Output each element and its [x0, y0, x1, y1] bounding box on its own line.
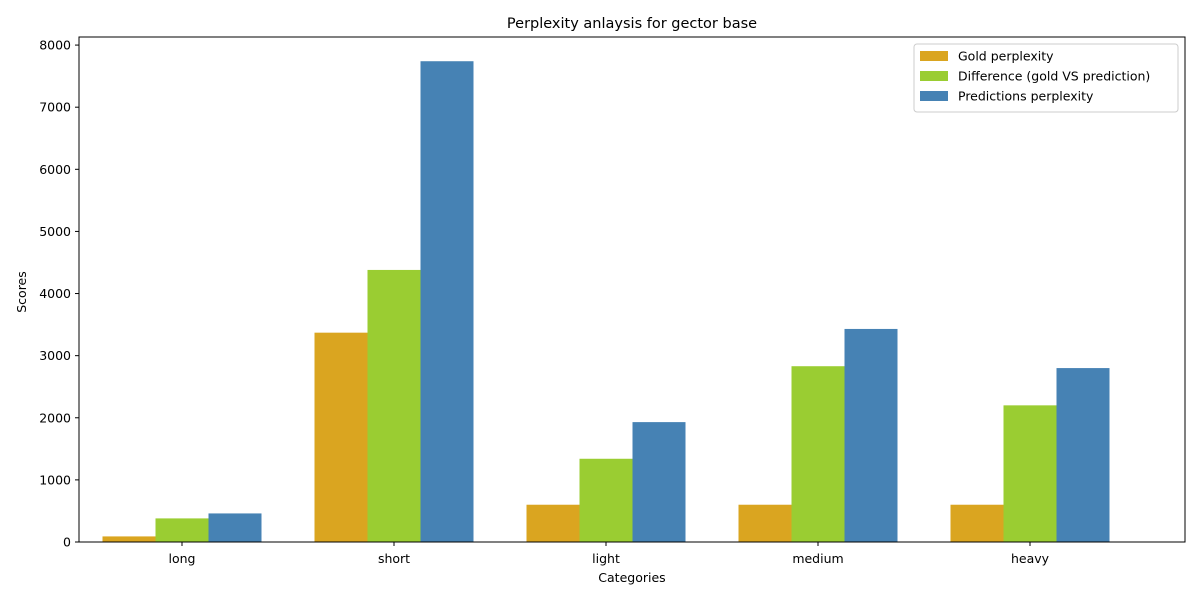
y-axis-label: Scores [14, 271, 29, 313]
y-tick-label: 0 [63, 535, 71, 550]
legend: Gold perplexity Difference (gold VS predi… [913, 43, 1179, 113]
x-tick-label-heavy: heavy [1011, 551, 1050, 566]
y-tick-label: 1000 [39, 472, 71, 487]
legend-label-gold-perplexity: Gold perplexity [958, 49, 1054, 64]
bar-gold-perplexity-short [314, 332, 368, 542]
bars-layer [102, 61, 1110, 542]
legend-box [913, 43, 1179, 113]
bar-difference-gold-vs-prediction-heavy [1003, 405, 1057, 542]
plot-frame [78, 36, 1186, 543]
bar-difference-gold-vs-prediction-light [579, 458, 633, 542]
bar-predictions-perplexity-heavy [1056, 368, 1110, 542]
chart-title: Perplexity anlaysis for gector base [507, 16, 757, 32]
y-tick-label: 6000 [39, 162, 71, 177]
legend-swatch-gold-perplexity [920, 51, 948, 61]
bar-difference-gold-vs-prediction-long [155, 518, 209, 542]
x-axis-label: Categories [598, 570, 665, 585]
bar-gold-perplexity-medium [738, 504, 792, 542]
axes-layer: 0 1000 2000 3000 4000 5000 6000 7000 8000 long sho… [39, 36, 1186, 566]
bar-gold-perplexity-light [526, 504, 580, 542]
x-tick-label-long: long [169, 551, 196, 566]
legend-swatch-predictions-perplexity [920, 91, 948, 101]
y-tick-label: 7000 [39, 100, 71, 115]
y-tick-label: 8000 [39, 38, 71, 53]
y-tick-label: 2000 [39, 410, 71, 425]
y-tick-label: 5000 [39, 224, 71, 239]
legend-swatch-difference-gold-vs-prediction [920, 71, 948, 81]
legend-label-difference-gold-vs-prediction: Difference (gold VS prediction) [958, 69, 1150, 84]
bar-predictions-perplexity-short [420, 61, 474, 542]
bar-predictions-perplexity-light [632, 422, 686, 542]
bar-predictions-perplexity-medium [844, 328, 898, 542]
y-tick-label: 4000 [39, 286, 71, 301]
bar-difference-gold-vs-prediction-medium [791, 366, 845, 542]
bar-gold-perplexity-heavy [950, 504, 1004, 542]
bar-predictions-perplexity-long [208, 513, 262, 542]
bar-difference-gold-vs-prediction-short [367, 269, 421, 542]
legend-label-predictions-perplexity: Predictions perplexity [958, 89, 1094, 104]
bar-gold-perplexity-long [102, 536, 156, 542]
x-tick-label-medium: medium [792, 551, 843, 566]
y-tick-label: 3000 [39, 348, 71, 363]
x-tick-label-short: short [378, 551, 410, 566]
x-tick-label-light: light [592, 551, 620, 566]
